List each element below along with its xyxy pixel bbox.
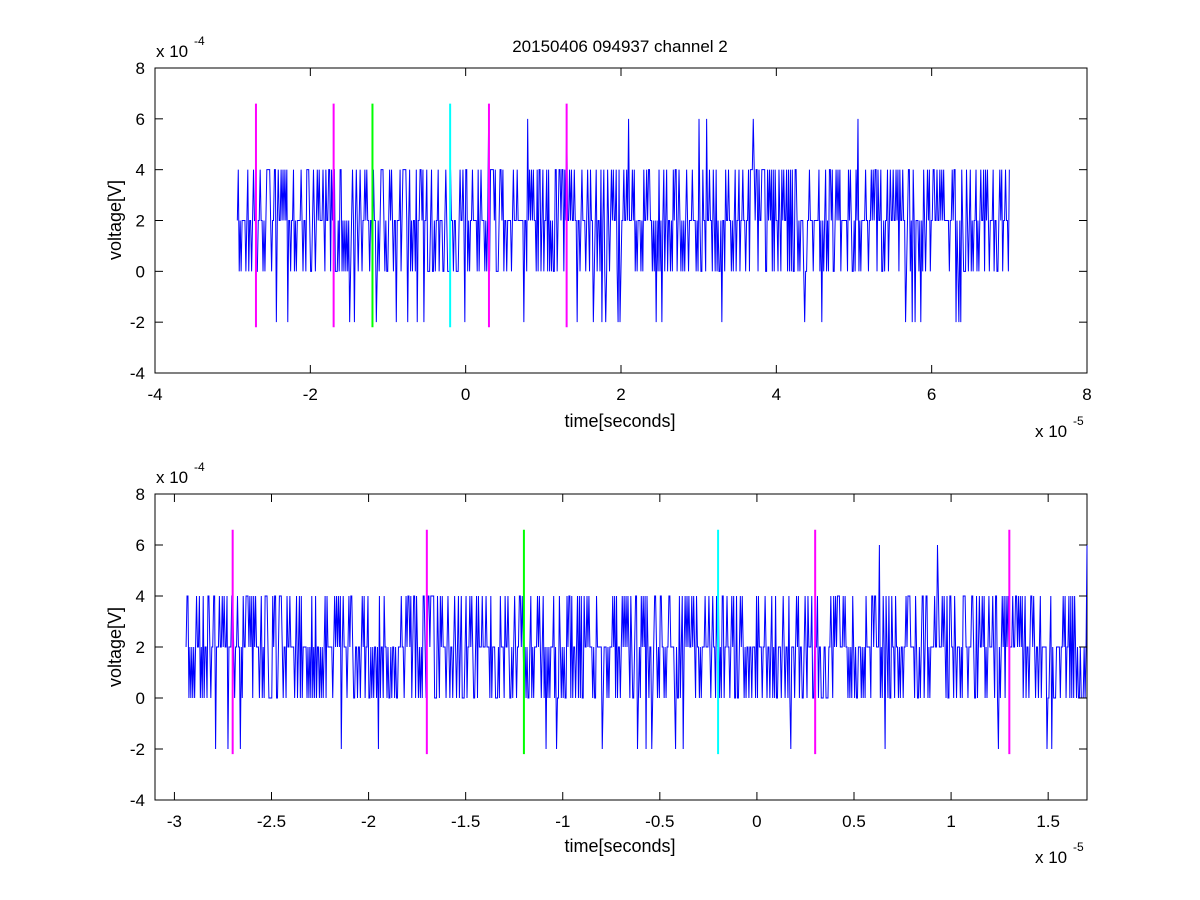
bottom-plot-x-tick-label: -2.5 xyxy=(257,812,286,831)
bottom-plot-x-tick-label: 1.5 xyxy=(1036,812,1060,831)
top-plot-x-tick-label: 2 xyxy=(616,385,625,404)
top-plot-x-multiplier-base: x 10 xyxy=(1035,422,1067,441)
top-plot-x-tick-label: 4 xyxy=(772,385,781,404)
top-plot-event-markers xyxy=(254,103,568,328)
top-plot-y-tick-label: 8 xyxy=(136,59,145,78)
top-plot-x-tick-label: 6 xyxy=(927,385,936,404)
bottom-plot-x-multiplier-base: x 10 xyxy=(1035,848,1067,867)
top-plot-voltage-trace xyxy=(236,118,1010,323)
bottom-plot-x-tick-label: -0.5 xyxy=(645,812,674,831)
bottom-plot-x-tick-label: -1 xyxy=(555,812,570,831)
top-plot-y-tick-label: -2 xyxy=(130,313,145,332)
bottom-plot-y-multiplier: x 10 -4 xyxy=(156,460,205,487)
bottom-plot-x-label: time[seconds] xyxy=(564,836,675,856)
bottom-plot-trace-line xyxy=(185,544,1088,750)
bottom-plot-x-tick-label: 1 xyxy=(946,812,955,831)
bottom-plot-x-tick-label: 0 xyxy=(752,812,761,831)
top-plot-y-multiplier: x 10 -4 xyxy=(156,34,205,61)
bottom-plot-y-tick-label: 6 xyxy=(136,536,145,555)
bottom-plot-y-tick-label: 2 xyxy=(136,638,145,657)
top-plot-y-label: voltage[V] xyxy=(105,180,125,260)
top-plot-x-label: time[seconds] xyxy=(564,411,675,431)
bottom-plot-y-tick-label: -2 xyxy=(130,740,145,759)
top-plot-x-tick-label: 8 xyxy=(1082,385,1091,404)
top-plot-y-tick-label: 2 xyxy=(136,212,145,231)
top-plot-y-ticks: -4 -2 0 2 4 6 8 xyxy=(130,59,1087,383)
bottom-plot-y-tick-label: 0 xyxy=(136,689,145,708)
bottom-plot-x-ticks: -3 -2.5 -2 -1.5 -1 -0.5 0 0.5 1 1.5 xyxy=(167,494,1060,831)
top-plot-x-tick-label: -4 xyxy=(147,385,162,404)
bottom-plot-y-tick-label: 4 xyxy=(136,587,145,606)
bottom-plot-y-tick-label: 8 xyxy=(136,485,145,504)
top-plot-x-tick-label: -2 xyxy=(303,385,318,404)
top-plot-trace-line xyxy=(236,118,1010,323)
bottom-plot-x-multiplier: x 10 -5 xyxy=(1035,840,1084,867)
bottom-plot-x-multiplier-exp: -5 xyxy=(1073,840,1084,854)
bottom-plot-x-tick-label: -1.5 xyxy=(451,812,480,831)
top-plot-y-tick-label: 4 xyxy=(136,161,145,180)
bottom-plot: -3 -2.5 -2 -1.5 -1 -0.5 0 0.5 1 1.5 -4 -2 0 2 4 6 8 tim… xyxy=(105,460,1088,867)
bottom-plot-x-tick-label: -2 xyxy=(361,812,376,831)
top-plot-y-tick-label: 6 xyxy=(136,110,145,129)
top-plot-y-tick-label: 0 xyxy=(136,262,145,281)
top-plot-x-multiplier: x 10 -5 xyxy=(1035,414,1084,441)
bottom-plot-y-multiplier-exp: -4 xyxy=(194,460,205,474)
top-plot-x-ticks: -4 -2 0 2 4 6 8 xyxy=(147,68,1092,404)
figure-title: 20150406 094937 channel 2 xyxy=(512,37,728,56)
top-plot: -4 -2 0 2 4 6 8 -4 -2 0 2 4 6 8 time[seconds] voltag… xyxy=(105,34,1092,441)
bottom-plot-event-markers xyxy=(231,529,1011,755)
bottom-plot-y-ticks: -4 -2 0 2 4 6 8 xyxy=(130,485,1087,810)
top-plot-x-tick-label: 0 xyxy=(461,385,470,404)
top-plot-x-multiplier-exp: -5 xyxy=(1073,414,1084,428)
bottom-plot-y-tick-label: -4 xyxy=(130,791,145,810)
bottom-plot-x-tick-label: 0.5 xyxy=(842,812,866,831)
bottom-plot-x-tick-label: -3 xyxy=(167,812,182,831)
bottom-plot-y-multiplier-base: x 10 xyxy=(156,468,188,487)
top-plot-y-multiplier-exp: -4 xyxy=(194,34,205,48)
top-plot-y-tick-label: -4 xyxy=(130,364,145,383)
bottom-plot-voltage-trace xyxy=(185,544,1088,750)
bottom-plot-y-label: voltage[V] xyxy=(105,607,125,687)
top-plot-y-multiplier-base: x 10 xyxy=(156,42,188,61)
